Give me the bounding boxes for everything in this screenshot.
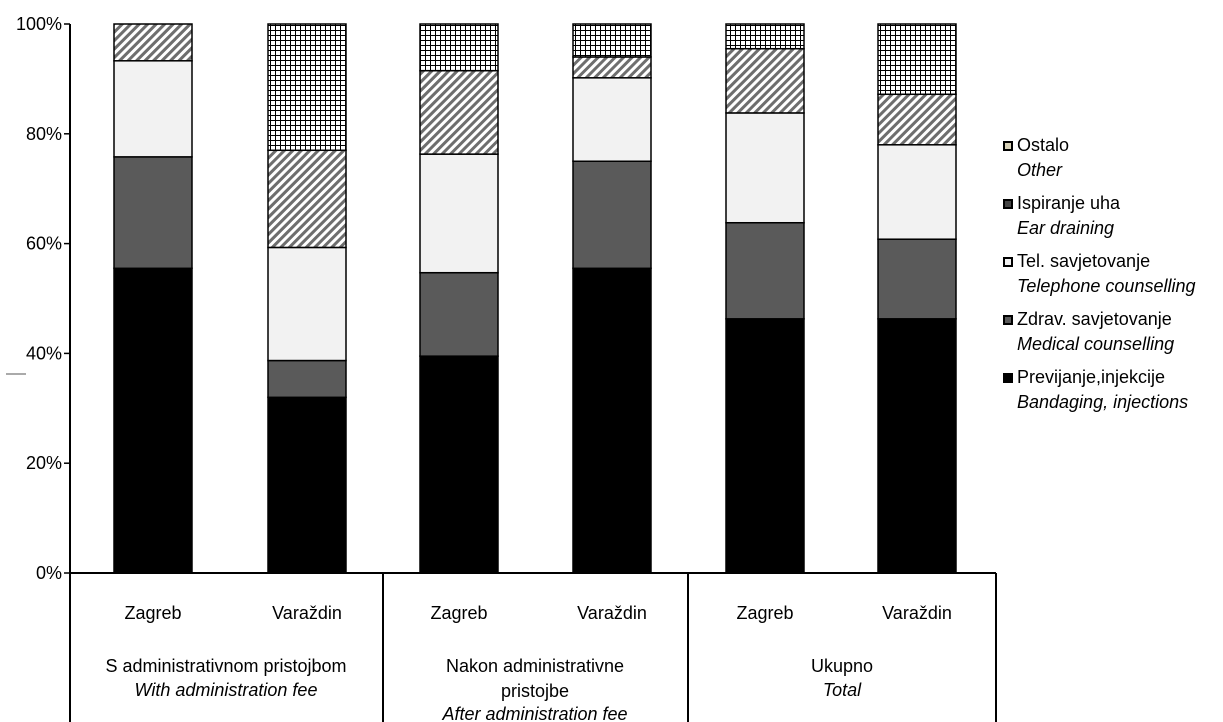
legend-label-en: Telephone counselling — [1017, 276, 1195, 296]
bar-segment-3-series-1 — [419, 355, 499, 574]
group-sublabel: With administration fee — [135, 680, 318, 700]
bar-segment-4-series-2 — [572, 160, 652, 270]
bar-segment-1-series-3 — [113, 60, 193, 158]
legend: Ostalo Other Ispiranje uha Ear draining Tel.… — [1003, 135, 1195, 412]
bar-segment-6-series-3 — [877, 144, 957, 240]
bars-layer — [113, 23, 957, 574]
y-tick-label: 100% — [16, 14, 62, 34]
bar-segment-1-series-1 — [113, 267, 193, 574]
legend-label: Ostalo — [1017, 135, 1069, 155]
bar-segment-1-series-4 — [113, 23, 193, 62]
x-category-label: Varaždin — [577, 603, 647, 623]
bar-segment-6-series-4 — [877, 93, 957, 146]
legend-swatch — [1003, 257, 1013, 267]
bar-segment-2-series-1 — [267, 396, 347, 574]
x-category-label: Zagreb — [430, 603, 487, 623]
bar-segment-2-series-3 — [267, 246, 347, 362]
bar-segment-5-series-1 — [725, 318, 805, 574]
legend-label-en: Bandaging, injections — [1017, 392, 1188, 412]
x-category-label: Varaždin — [272, 603, 342, 623]
category-axis: Zagreb Varaždin Zagreb Varaždin Zagreb Varažd… — [69, 572, 997, 722]
legend-swatch — [1003, 141, 1013, 151]
bar-segment-5-series-2 — [725, 221, 805, 320]
bar-segment-4-series-1 — [572, 267, 652, 574]
bar-segment-4-series-3 — [572, 77, 652, 162]
x-category-label: Varaždin — [882, 603, 952, 623]
bar-segment-4-series-5 — [572, 23, 652, 58]
x-category-label: Zagreb — [736, 603, 793, 623]
legend-label-en: Other — [1017, 160, 1063, 180]
group-label-line2: pristojbe — [501, 681, 569, 701]
bar-segment-2-series-4 — [267, 149, 347, 249]
legend-label: Ispiranje uha — [1017, 193, 1121, 213]
group-label: S administrativnom pristojbom — [105, 656, 346, 676]
bar-segment-3-series-5 — [419, 23, 499, 72]
y-tick-label: 40% — [26, 343, 62, 363]
legend-label-en: Ear draining — [1017, 218, 1114, 238]
x-category-label: Zagreb — [124, 603, 181, 623]
y-tick-label: 0% — [36, 563, 62, 583]
bar-segment-4-series-4 — [572, 56, 652, 79]
bar-segment-5-series-3 — [725, 112, 805, 224]
legend-label: Previjanje,injekcije — [1017, 367, 1165, 387]
group-sublabel: After administration fee — [441, 704, 627, 722]
legend-swatch — [1003, 315, 1013, 325]
bar-segment-6-series-1 — [877, 318, 957, 574]
bar-segment-3-series-2 — [419, 271, 499, 357]
group-sublabel: Total — [823, 680, 862, 700]
bar-segment-3-series-4 — [419, 69, 499, 155]
group-label: Ukupno — [811, 656, 873, 676]
y-tick-label: 60% — [26, 234, 62, 254]
legend-swatch — [1003, 199, 1013, 209]
bar-segment-1-series-2 — [113, 156, 193, 270]
bar-segment-5-series-4 — [725, 47, 805, 114]
y-tick-label: 80% — [26, 124, 62, 144]
bar-segment-3-series-3 — [419, 153, 499, 274]
legend-swatch — [1003, 373, 1013, 383]
bar-segment-6-series-2 — [877, 238, 957, 320]
group-label: Nakon administrativne — [446, 656, 624, 676]
legend-label-en: Medical counselling — [1017, 334, 1174, 354]
legend-label: Zdrav. savjetovanje — [1017, 309, 1172, 329]
bar-segment-2-series-5 — [267, 23, 347, 152]
axes-layer: 0% 20% 40% 60% 80% 100% — [6, 14, 71, 583]
legend-label: Tel. savjetovanje — [1017, 251, 1150, 271]
bar-segment-2-series-2 — [267, 359, 347, 399]
bar-segment-5-series-5 — [725, 23, 805, 50]
y-tick-label: 20% — [26, 453, 62, 473]
bar-segment-6-series-5 — [877, 23, 957, 96]
